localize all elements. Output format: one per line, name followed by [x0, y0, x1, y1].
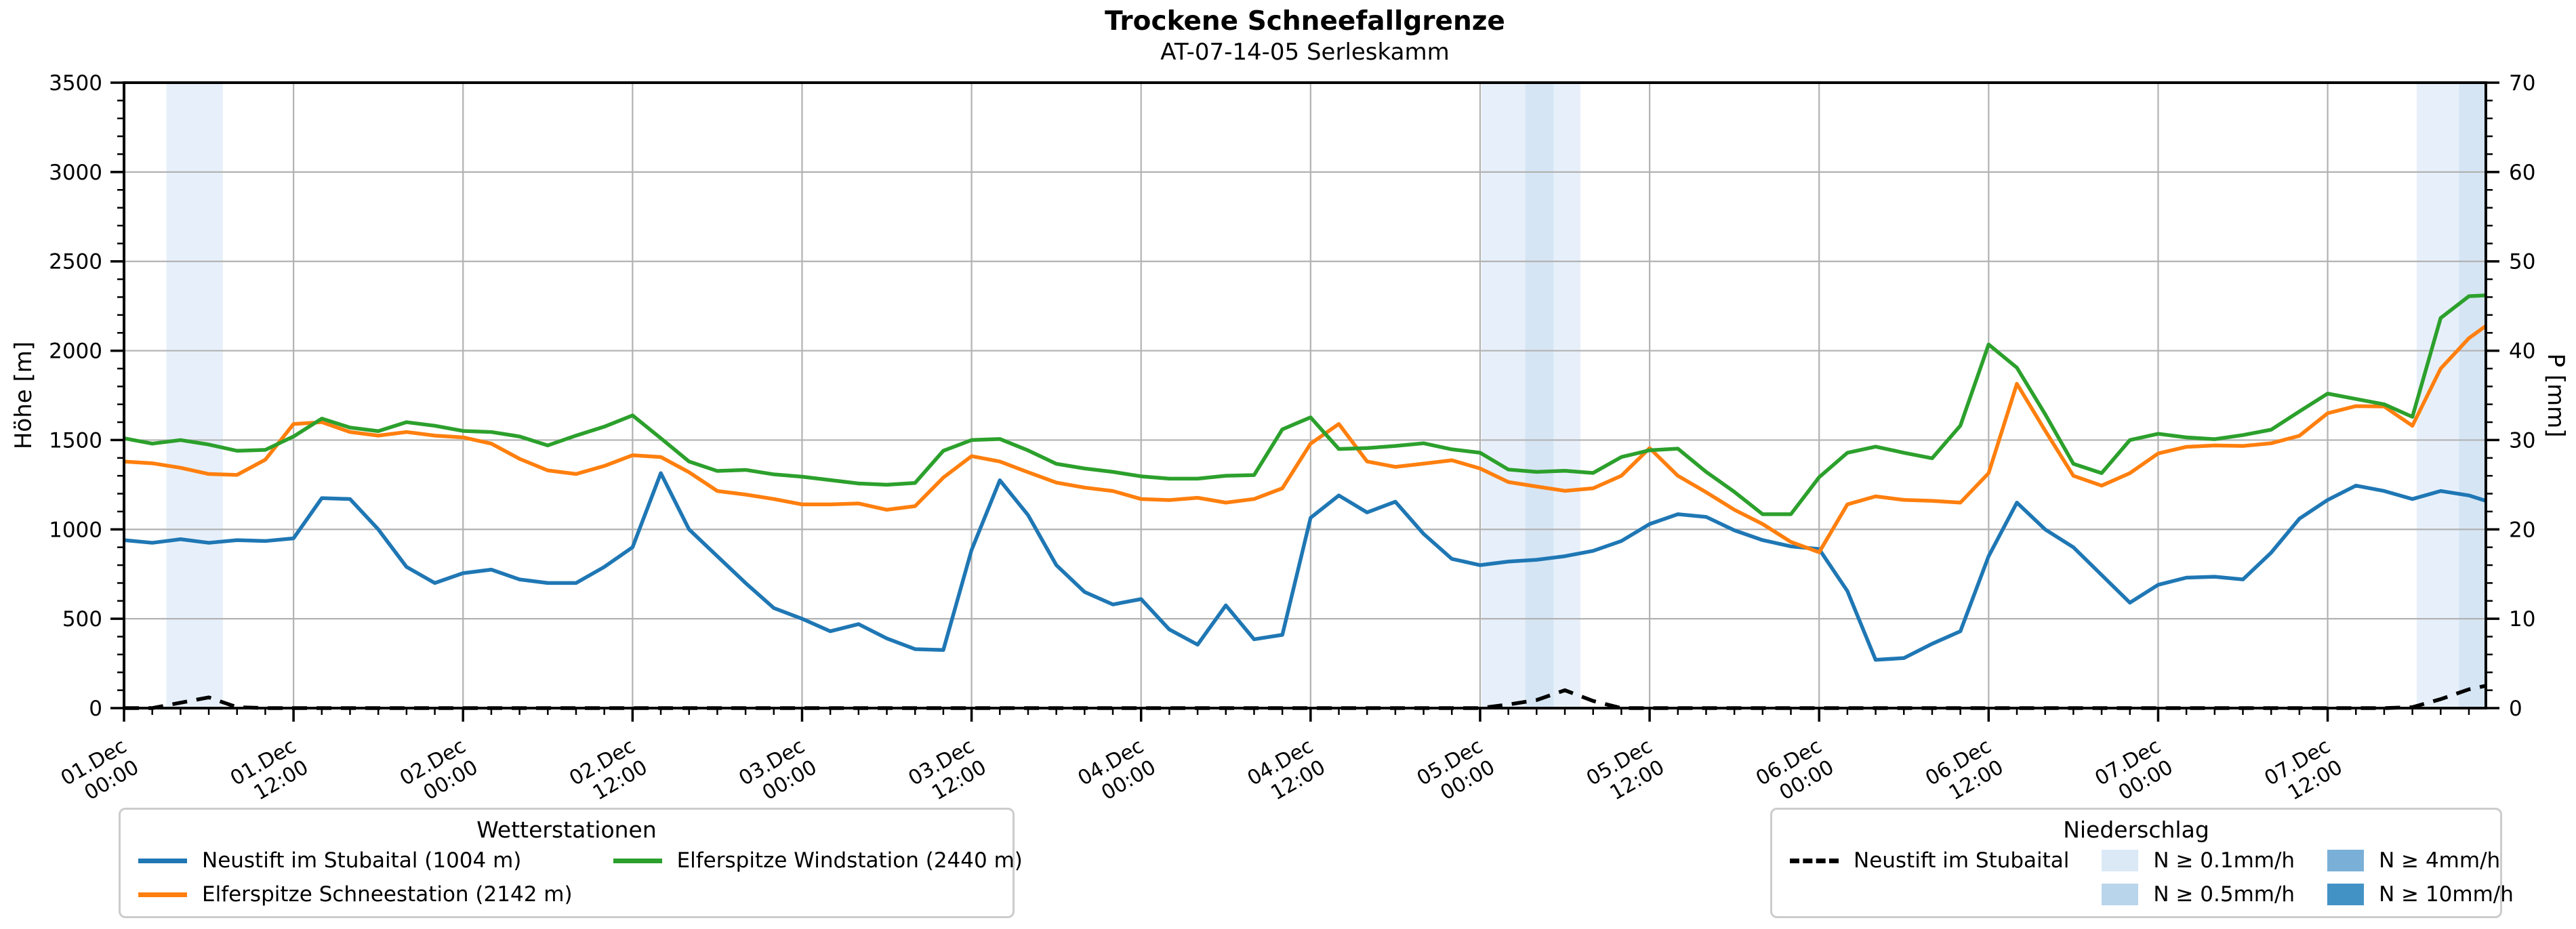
- x-tick-label: 01.Dec12:00: [226, 735, 312, 803]
- y2-tick-label: 20: [2509, 518, 2535, 542]
- chart-subtitle: AT-07-14-05 Serleskamm: [1160, 38, 1450, 66]
- y-tick-label: 1000: [49, 518, 102, 542]
- legend-item-neustift: Neustift im Stubaital (1004 m): [138, 848, 573, 873]
- x-tick-label: 05.Dec00:00: [1413, 735, 1499, 803]
- legend-wetterstationen: Wetterstationen Neustift im Stubaital (1…: [119, 808, 1023, 918]
- x-tick-label: 02.Dec12:00: [565, 735, 651, 803]
- series-windstation-line: [123, 293, 2487, 516]
- y2-tick-label: 10: [2509, 607, 2535, 632]
- y-tick-label: 3000: [49, 161, 102, 185]
- x-tick-label: 06.Dec12:00: [1921, 735, 2007, 803]
- legend-item-label: Neustift im Stubaital (1004 m): [202, 848, 522, 873]
- x-tick-label: 04.Dec12:00: [1244, 735, 1330, 803]
- page-title: Trockene Schneefallgrenze: [1105, 6, 1505, 37]
- orange-line-swatch-icon: [138, 892, 187, 897]
- legend-item-n05: N ≥ 0.5mm/h: [2102, 882, 2295, 907]
- precip-4-patch-icon: [2327, 850, 2365, 871]
- legend-wetterstationen-title: Wetterstationen: [476, 817, 657, 843]
- legend-item-schneestation: Elferspitze Schneestation (2142 m): [138, 882, 573, 907]
- legend-item-n10: N ≥ 10mm/h: [2327, 882, 2514, 907]
- legend-item-label: N ≥ 0.5mm/h: [2153, 882, 2295, 907]
- legend-item-precip-line: Neustift im Stubaital: [1790, 848, 2069, 873]
- x-tick-label: 03.Dec00:00: [735, 735, 821, 803]
- legend-item-label: N ≥ 4mm/h: [2379, 848, 2501, 873]
- precip-band-0.5: [2459, 83, 2486, 708]
- legend-item-windstation: Elferspitze Windstation (2440 m): [613, 848, 1023, 873]
- chart-header: Trockene Schneefallgrenze AT-07-14-05 Se…: [124, 5, 2486, 66]
- legend-item-label: Neustift im Stubaital: [1854, 848, 2070, 873]
- series-neustift-line: [123, 471, 2487, 662]
- y2-tick-label: 30: [2509, 428, 2535, 453]
- dashed-line-swatch-icon: [1790, 858, 1839, 863]
- y-tick-label: 3500: [49, 71, 102, 96]
- y2-tick-label: 60: [2509, 161, 2535, 185]
- y-tick-label: 500: [62, 607, 102, 632]
- chart-canvas: 0 500 1000 1500 2000 2500 3000 3500 0 10 20 30 40 50 6…: [10, 71, 2569, 803]
- y-axis-label: Höhe [m]: [10, 342, 37, 449]
- x-tick-label: 05.Dec12:00: [1582, 735, 1669, 803]
- legend-item-label: Elferspitze Schneestation (2142 m): [202, 882, 573, 907]
- y-tick-label: 2500: [49, 250, 102, 274]
- y-tick-label: 0: [89, 697, 102, 721]
- precip-band-0.5: [1525, 83, 1554, 708]
- precip-05-patch-icon: [2102, 884, 2139, 905]
- legend-item-label: N ≥ 0.1mm/h: [2153, 848, 2295, 873]
- x-tick-label: 07.Dec00:00: [2091, 735, 2177, 803]
- precip-01-patch-icon: [2102, 850, 2139, 871]
- y2-axis-label: P [mm]: [2542, 353, 2569, 437]
- x-tick-label: 07.Dec12:00: [2260, 735, 2346, 803]
- x-tick-label: 06.Dec00:00: [1752, 735, 1838, 803]
- x-tick-label: 04.Dec00:00: [1074, 735, 1160, 803]
- y2-tick-label: 70: [2509, 71, 2535, 96]
- y-tick-label: 2000: [49, 339, 102, 364]
- legend-item-n4: N ≥ 4mm/h: [2327, 848, 2514, 873]
- x-tick-label: 03.Dec12:00: [905, 735, 991, 803]
- legend-item-n01: N ≥ 0.1mm/h: [2102, 848, 2295, 873]
- precip-band-0.1: [166, 83, 223, 708]
- blue-line-swatch-icon: [138, 858, 187, 863]
- y-tick-label: 1500: [49, 428, 102, 453]
- plot-border: [123, 81, 2487, 709]
- legend-niederschlag-title: Niederschlag: [2063, 817, 2209, 843]
- x-tick-label: 01.Dec00:00: [57, 735, 143, 803]
- legend-item-label: N ≥ 10mm/h: [2379, 882, 2514, 907]
- precip-dashed-line: [124, 684, 2487, 710]
- y2-tick-label: 40: [2509, 339, 2535, 364]
- series-schneestation-line: [123, 324, 2487, 554]
- legend-item-label: Elferspitze Windstation (2440 m): [676, 848, 1023, 873]
- legend-niederschlag: Niederschlag Neustift im Stubaital N ≥ 0…: [1770, 808, 2514, 918]
- precip-10-patch-icon: [2327, 884, 2365, 905]
- x-tick-label: 02.Dec00:00: [396, 735, 482, 803]
- y2-tick-label: 0: [2509, 697, 2522, 721]
- y2-tick-label: 50: [2509, 250, 2535, 274]
- green-line-swatch-icon: [613, 858, 662, 863]
